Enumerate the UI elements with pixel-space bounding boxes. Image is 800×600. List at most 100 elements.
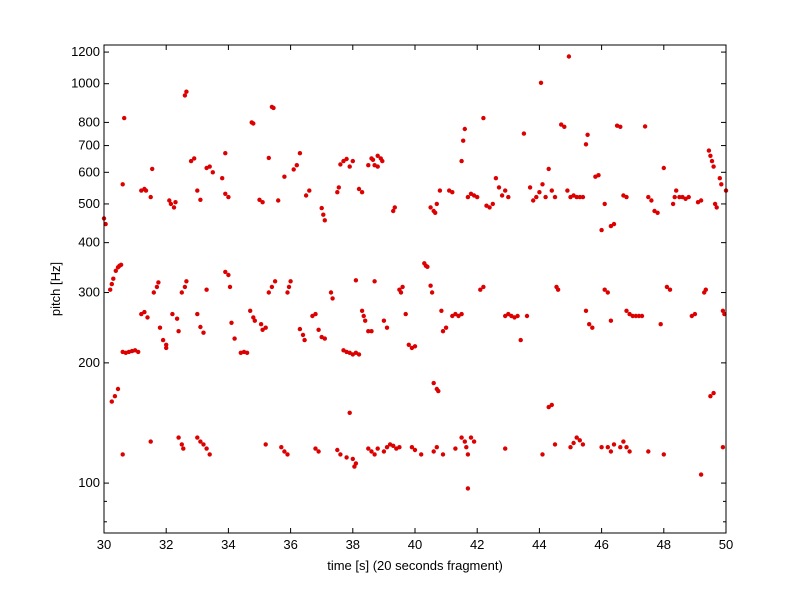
data-point [496,185,502,190]
data-point [711,390,716,396]
data-point [369,329,374,334]
data-point [291,167,296,172]
y-tick-label: 400 [78,235,100,250]
data-point [282,449,287,454]
data-point [552,442,558,447]
data-point [531,198,536,203]
data-point [493,176,499,181]
data-point [322,336,327,341]
data-point [465,486,471,491]
data-point [627,449,632,454]
y-tick-label: 600 [78,164,100,179]
data-point [429,290,435,295]
data-point [170,311,175,317]
data-point [229,320,234,325]
data-point [210,170,215,175]
data-point [711,164,716,169]
data-point [692,311,698,317]
data-point [220,176,225,181]
data-point [596,173,601,178]
x-axis-label: time [s] (20 seconds fragment) [327,558,503,573]
data-point [677,194,682,200]
data-point [580,194,586,200]
data-point [297,151,303,156]
data-point [391,443,396,448]
data-point [321,212,326,217]
data-point [179,290,184,295]
data-point [370,157,376,162]
data-point [577,194,582,200]
data-point [453,446,458,451]
data-point [252,318,257,323]
data-point [288,279,293,284]
data-point [649,198,654,203]
data-point [462,126,467,132]
data-point [546,404,551,410]
data-point [182,284,188,290]
data-point [717,176,722,181]
data-point [465,452,471,457]
data-point [703,287,708,292]
data-point [577,438,582,443]
data-point [356,186,362,192]
data-point [624,445,629,450]
data-point [608,449,614,454]
data-point [487,205,492,210]
data-point [667,287,673,292]
data-point [712,201,718,207]
data-point [478,287,483,292]
data-point [428,205,433,210]
y-tick-label: 100 [78,475,100,490]
y-tick-label: 200 [78,355,100,370]
data-point [709,158,715,164]
data-point [372,279,377,284]
data-point [198,197,203,202]
data-point [468,435,474,440]
data-point [164,345,169,351]
data-point [459,435,464,440]
data-point [672,194,677,200]
data-point [708,153,713,158]
x-tick-label: 40 [408,537,422,552]
data-point [639,313,645,319]
data-point [366,329,371,334]
data-point [188,158,194,164]
data-point [618,124,623,129]
data-point [437,188,443,193]
data-point [142,309,147,315]
data-point [481,284,486,290]
y-axis-ticks: 100 200 300 400 500 600 700 800 1000 1200 [71,44,726,523]
data-point [450,190,455,195]
data-point [506,194,511,200]
data-point [227,284,233,290]
data-point [179,442,184,447]
data-point [706,148,712,153]
x-tick-label: 38 [346,537,360,552]
y-tick-label: 1200 [71,44,100,59]
data-point [226,194,231,200]
data-point [392,205,397,210]
data-point [431,449,436,454]
data-point [251,121,256,126]
data-point [366,446,371,451]
data-point [244,350,250,355]
data-point [143,188,149,193]
data-point [720,445,726,450]
data-point [232,336,237,341]
data-point [599,445,604,450]
data-point [633,313,638,319]
data-point [518,337,523,343]
data-point [266,155,271,161]
data-point [646,449,651,454]
data-point [686,194,691,200]
data-point [565,188,570,193]
data-point [574,194,579,200]
data-point [173,200,178,205]
data-point [195,311,200,317]
data-point [490,201,495,207]
data-point [176,329,181,334]
data-point [524,313,530,319]
data-point [248,308,253,313]
data-point [276,198,281,203]
data-point [115,386,121,392]
